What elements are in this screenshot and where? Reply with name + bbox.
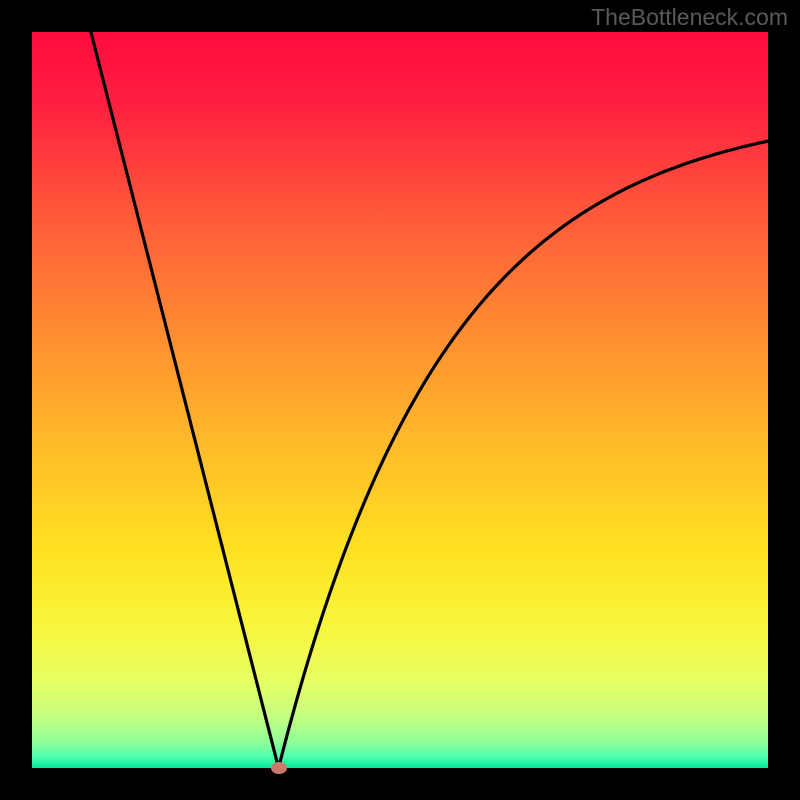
chart-container: TheBottleneck.com	[0, 0, 800, 800]
optimal-point-marker	[271, 762, 287, 774]
bottleneck-curve	[0, 0, 800, 800]
watermark-text: TheBottleneck.com	[591, 4, 788, 31]
